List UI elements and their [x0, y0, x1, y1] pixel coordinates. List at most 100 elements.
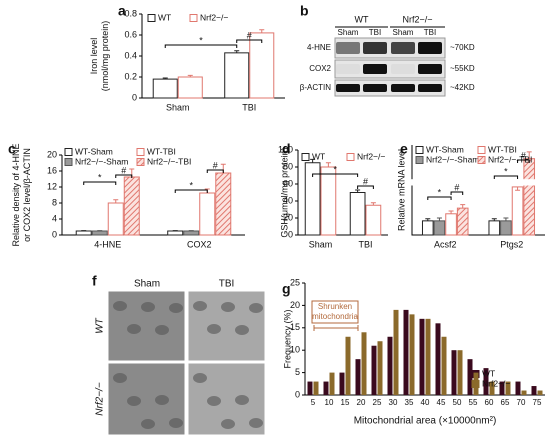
- bar: [435, 323, 441, 395]
- legend-label: WT-TBI: [488, 144, 517, 154]
- x-tick-label: Ptgs2: [500, 239, 523, 249]
- annotation: Shrunken: [318, 302, 352, 311]
- significance-bracket: [83, 181, 117, 185]
- x-tick-label: Sham: [309, 239, 333, 249]
- lane-label: TBI: [424, 28, 436, 37]
- size-label: ~55KD: [450, 64, 475, 73]
- significance-mark: *: [333, 164, 337, 174]
- legend-swatch: [477, 146, 486, 154]
- y-tick-label: 16: [47, 165, 57, 175]
- x-tick-label: Sham: [166, 102, 190, 112]
- legend-swatch: [301, 153, 310, 161]
- annotation: mitochondria: [312, 312, 358, 321]
- axis-break: [408, 179, 545, 186]
- significance-mark: #: [454, 182, 459, 192]
- bar: [307, 381, 313, 395]
- bar: [409, 314, 415, 395]
- bar: [371, 345, 377, 395]
- organelle: [249, 303, 263, 313]
- significance-mark: #: [363, 176, 368, 186]
- legend-label: Nrf2−/−: [200, 12, 228, 22]
- x-tick-label: 70: [517, 398, 526, 407]
- significance-bracket: [493, 175, 519, 179]
- organelle: [235, 395, 249, 405]
- bar: [152, 78, 178, 99]
- significance-bracket: [164, 44, 238, 48]
- organelle: [169, 418, 183, 428]
- organelle: [207, 324, 221, 334]
- significance-bracket: [427, 196, 452, 200]
- error-bar: [259, 29, 265, 33]
- bar: [425, 318, 431, 395]
- bar: [339, 372, 345, 395]
- organelle: [113, 301, 127, 311]
- significance-bracket: [115, 174, 133, 178]
- error-bar: [448, 210, 454, 214]
- legend-swatch: [189, 14, 198, 22]
- legend-swatch: [471, 380, 480, 388]
- blot-band: [418, 84, 442, 92]
- significance-mark: *: [189, 180, 193, 190]
- bar: [403, 309, 409, 395]
- x-tick-label: TBI: [358, 239, 372, 249]
- error-bar: [491, 218, 497, 221]
- annotation-box: [311, 300, 359, 324]
- panel-label: c: [8, 141, 16, 157]
- organelle: [193, 301, 207, 311]
- bar: [457, 350, 463, 395]
- organelle: [193, 373, 207, 383]
- bar: [320, 166, 337, 236]
- blot-band: [391, 42, 415, 54]
- legend-swatch: [64, 158, 73, 166]
- organelle: [235, 325, 249, 335]
- blot-band: [418, 42, 442, 54]
- legend-swatch: [415, 156, 424, 164]
- organelle: [141, 302, 155, 312]
- blot-band: [336, 64, 360, 74]
- bar: [393, 309, 399, 395]
- organelle: [221, 302, 235, 312]
- x-tick-label: 75: [533, 398, 542, 407]
- y-tick-label: 0: [288, 229, 293, 239]
- x-tick-label: 25: [373, 398, 382, 407]
- x-tick-label: 55: [469, 398, 478, 407]
- blot-band: [363, 42, 387, 54]
- bar: [349, 192, 366, 236]
- y-tick-label: 0: [295, 389, 300, 399]
- error-bar: [370, 202, 376, 206]
- x-tick-label: 65: [501, 398, 510, 407]
- y-axis-label: GSH(μmol/mg protein): [279, 147, 289, 237]
- column-label: TBI: [219, 279, 235, 290]
- y-tick-label: 60: [283, 178, 293, 188]
- legend-label: Nrf2−/−-TBI: [488, 154, 532, 164]
- panel-label: b: [300, 3, 309, 19]
- legend-swatch: [136, 148, 145, 156]
- organelle: [169, 303, 183, 313]
- y-tick-label: 15: [290, 322, 300, 332]
- bar: [345, 336, 351, 395]
- blot-strip: [334, 37, 446, 59]
- bar: [445, 213, 457, 236]
- size-label: ~70KD: [450, 43, 475, 52]
- bar: [199, 192, 216, 236]
- legend-label: Nrf2−/−-Sham: [426, 154, 479, 164]
- y-tick-label: 5: [295, 367, 300, 377]
- panel-label: g: [282, 281, 291, 297]
- significance-mark: *: [504, 166, 508, 176]
- y-tick-label: 40: [283, 195, 293, 205]
- bar: [537, 390, 543, 395]
- y-tick-label: 0.2: [124, 71, 137, 81]
- x-tick-label: Acsf2: [434, 239, 457, 249]
- bar: [456, 207, 469, 236]
- legend-label: Nrf2−/−: [357, 151, 385, 161]
- organelle: [155, 325, 169, 335]
- error-bar: [503, 217, 509, 221]
- legend-label: WT-TBI: [147, 146, 176, 156]
- error-bar: [460, 204, 466, 209]
- significance-bracket: [236, 39, 263, 43]
- significance-bracket: [206, 169, 224, 173]
- protein-label: 4-HNE: [307, 43, 331, 52]
- significance-mark: *: [199, 35, 203, 45]
- y-axis-label: Relative density of 4-HNE: [11, 143, 21, 246]
